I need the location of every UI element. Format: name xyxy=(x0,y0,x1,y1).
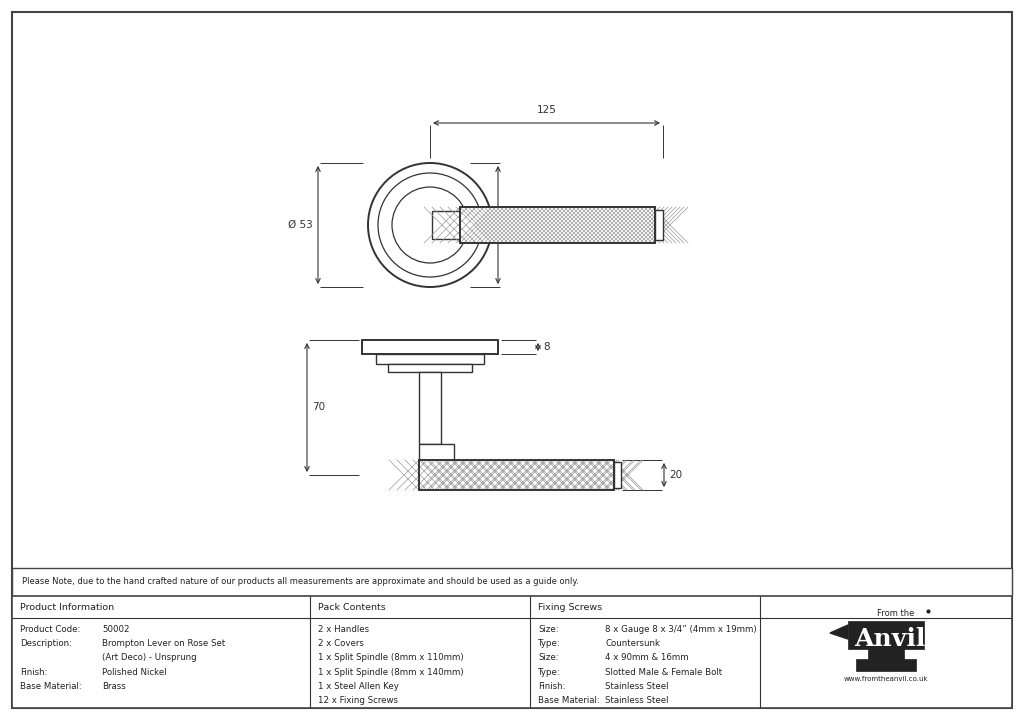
Text: 50002: 50002 xyxy=(102,625,129,634)
Text: Type:: Type: xyxy=(538,667,561,677)
Text: Base Material:: Base Material: xyxy=(20,682,82,691)
Text: Base Material:: Base Material: xyxy=(538,696,600,706)
Text: Please Note, due to the hand crafted nature of our products all measurements are: Please Note, due to the hand crafted nat… xyxy=(22,577,579,587)
Text: 2 x Handles: 2 x Handles xyxy=(318,625,369,634)
Bar xyxy=(419,460,614,490)
Bar xyxy=(460,207,655,243)
Text: Anvil: Anvil xyxy=(854,627,926,651)
Text: 2 x Covers: 2 x Covers xyxy=(318,639,364,648)
Bar xyxy=(388,364,472,372)
Polygon shape xyxy=(830,625,848,639)
Text: From the: From the xyxy=(878,608,914,618)
Bar xyxy=(419,460,614,490)
Bar xyxy=(12,568,1012,596)
Text: Stainless Steel: Stainless Steel xyxy=(605,696,669,706)
Text: Pack Contents: Pack Contents xyxy=(318,603,386,611)
Text: 8 x Gauge 8 x 3/4” (4mm x 19mm): 8 x Gauge 8 x 3/4” (4mm x 19mm) xyxy=(605,625,757,634)
Text: 8: 8 xyxy=(543,342,550,352)
Text: 125: 125 xyxy=(537,105,556,115)
Bar xyxy=(376,354,484,364)
Bar xyxy=(362,340,498,354)
Bar xyxy=(12,596,1012,708)
Text: www.fromtheanvil.co.uk: www.fromtheanvil.co.uk xyxy=(844,676,929,682)
Text: 1 x Steel Allen Key: 1 x Steel Allen Key xyxy=(318,682,399,691)
Text: (Art Deco) - Unsprung: (Art Deco) - Unsprung xyxy=(102,653,197,662)
Text: Polished Nickel: Polished Nickel xyxy=(102,667,167,677)
Text: Product Information: Product Information xyxy=(20,603,114,611)
Text: Finish:: Finish: xyxy=(20,667,47,677)
Text: Fixing Screws: Fixing Screws xyxy=(538,603,602,611)
Text: 4 x 90mm & 16mm: 4 x 90mm & 16mm xyxy=(605,653,688,662)
Bar xyxy=(655,210,663,240)
Text: Ø 53: Ø 53 xyxy=(288,220,313,230)
Text: Brompton Lever on Rose Set: Brompton Lever on Rose Set xyxy=(102,639,225,648)
Text: 70: 70 xyxy=(312,402,326,413)
Text: Description:: Description: xyxy=(20,639,72,648)
Text: Size:: Size: xyxy=(538,625,559,634)
Text: Finish:: Finish: xyxy=(538,682,565,691)
Text: Brass: Brass xyxy=(102,682,126,691)
Text: Countersunk: Countersunk xyxy=(605,639,660,648)
Text: 38: 38 xyxy=(503,220,516,230)
Bar xyxy=(419,444,454,460)
Text: 12 x Fixing Screws: 12 x Fixing Screws xyxy=(318,696,398,706)
Text: 1 x Split Spindle (8mm x 140mm): 1 x Split Spindle (8mm x 140mm) xyxy=(318,667,464,677)
Bar xyxy=(419,372,441,444)
Text: Size:: Size: xyxy=(538,653,559,662)
Bar xyxy=(856,659,916,671)
Bar xyxy=(614,462,621,488)
Text: 20: 20 xyxy=(669,470,682,480)
Bar xyxy=(460,207,655,243)
Text: Stainless Steel: Stainless Steel xyxy=(605,682,669,691)
Bar xyxy=(848,621,924,649)
Text: 1 x Split Spindle (8mm x 110mm): 1 x Split Spindle (8mm x 110mm) xyxy=(318,653,464,662)
Text: Type:: Type: xyxy=(538,639,561,648)
Text: Product Code:: Product Code: xyxy=(20,625,80,634)
Bar xyxy=(868,649,904,659)
Bar xyxy=(432,211,460,239)
Text: Slotted Male & Female Bolt: Slotted Male & Female Bolt xyxy=(605,667,722,677)
